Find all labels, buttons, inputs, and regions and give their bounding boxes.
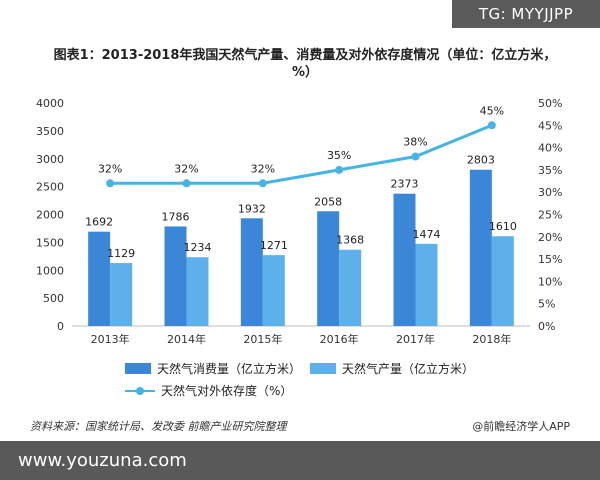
bar-consumption (469, 169, 492, 326)
y-right-tick-label: 40% (538, 142, 562, 155)
x-tick-label: 2015年 (243, 332, 282, 346)
bar-production (491, 236, 514, 326)
x-tick-label: 2013年 (91, 332, 130, 346)
bar-label-consumption: 1692 (85, 216, 113, 229)
bar-label-consumption: 1786 (162, 210, 190, 223)
y-left-tick-label: 2500 (36, 181, 64, 194)
bar-production (415, 243, 438, 326)
y-right-tick-label: 0% (538, 320, 555, 333)
legend-dependency: 天然气对外依存度（%） (125, 382, 292, 399)
point-dependency (258, 179, 267, 188)
y-right-tick-label: 20% (538, 231, 562, 244)
point-label-dependency: 32% (174, 162, 198, 175)
x-tick-label: 2018年 (472, 332, 511, 346)
bar-consumption (240, 218, 263, 326)
y-right-tick-label: 50% (538, 97, 562, 110)
chart-title: 图表1：2013-2018年我国天然气产量、消费量及对外依存度情况（单位：亿立方… (53, 48, 557, 80)
y-right-tick-label: 45% (538, 119, 562, 132)
legend-swatch-consumption (125, 363, 151, 374)
bar-consumption (317, 211, 340, 326)
footer-bar: www.youzuna.com (0, 441, 600, 480)
y-right-tick-label: 15% (538, 253, 562, 266)
point-label-dependency: 35% (327, 149, 351, 162)
bar-production (110, 263, 133, 326)
y-left-tick-label: 1000 (36, 264, 64, 277)
y-left-tick-label: 2000 (36, 209, 64, 222)
point-dependency (106, 179, 115, 188)
y-left-tick-label: 0 (57, 320, 64, 333)
bar-label-production: 1129 (107, 247, 135, 260)
bar-label-production: 1271 (260, 239, 288, 252)
y-right-tick-label: 30% (538, 186, 562, 199)
bar-label-consumption: 2058 (314, 195, 342, 208)
y-left-tick-label: 500 (43, 292, 64, 305)
line-dependency (110, 123, 493, 185)
x-tick-label: 2016年 (320, 332, 359, 346)
bar-label-production: 1610 (489, 220, 517, 233)
y-left-tick-label: 1500 (36, 236, 64, 249)
point-dependency (182, 179, 191, 188)
y-right-tick-label: 5% (538, 298, 555, 311)
bar-label-production: 1368 (336, 234, 364, 247)
bar-label-consumption: 2373 (391, 178, 419, 191)
y-left-tick-label: 4000 (36, 97, 64, 110)
bar-label-consumption: 2803 (467, 154, 495, 167)
legend-label-consumption: 天然气消费量（亿立方米） (157, 362, 302, 376)
bar-consumption (164, 226, 187, 326)
point-dependency (487, 121, 496, 130)
bar-production (186, 257, 209, 326)
bar-production (262, 255, 285, 326)
bar-consumption (88, 231, 111, 326)
point-label-dependency: 32% (98, 162, 122, 175)
point-dependency (335, 165, 344, 174)
x-tick-label: 2014年 (167, 332, 206, 346)
y-left-tick-label: 3000 (36, 153, 64, 166)
bar-production (339, 249, 362, 326)
legend-swatch-production (310, 363, 336, 374)
bar-label-production: 1234 (184, 241, 212, 254)
credit-note: @前瞻经济学人APP (472, 420, 570, 433)
bar-label-production: 1474 (413, 228, 441, 241)
point-label-dependency: 38% (403, 136, 427, 149)
legend-consumption: 天然气消费量（亿立方米） (125, 360, 301, 377)
point-dependency (411, 152, 420, 161)
y-right-tick-label: 35% (538, 164, 562, 177)
point-label-dependency: 32% (251, 162, 275, 175)
legend-label-dependency: 天然气对外依存度（%） (161, 384, 293, 398)
bar-label-consumption: 1932 (238, 202, 266, 215)
legend-production: 天然气产量（亿立方米） (310, 360, 474, 377)
point-label-dependency: 45% (480, 104, 504, 117)
legend-swatch-dependency (125, 386, 155, 396)
source-note: 资料来源：国家统计局、发改委 前瞻产业研究院整理 (30, 420, 287, 433)
x-tick-label: 2017年 (396, 332, 435, 346)
watermark-tag: TG: MYYJJPP (452, 0, 600, 28)
bar-consumption (393, 193, 416, 326)
y-left-tick-label: 3500 (36, 125, 64, 138)
legend-label-production: 天然气产量（亿立方米） (342, 362, 475, 376)
footer-watermark: www.youzuna.com (18, 450, 187, 471)
y-right-tick-label: 25% (538, 209, 562, 222)
y-right-tick-label: 10% (538, 275, 562, 288)
